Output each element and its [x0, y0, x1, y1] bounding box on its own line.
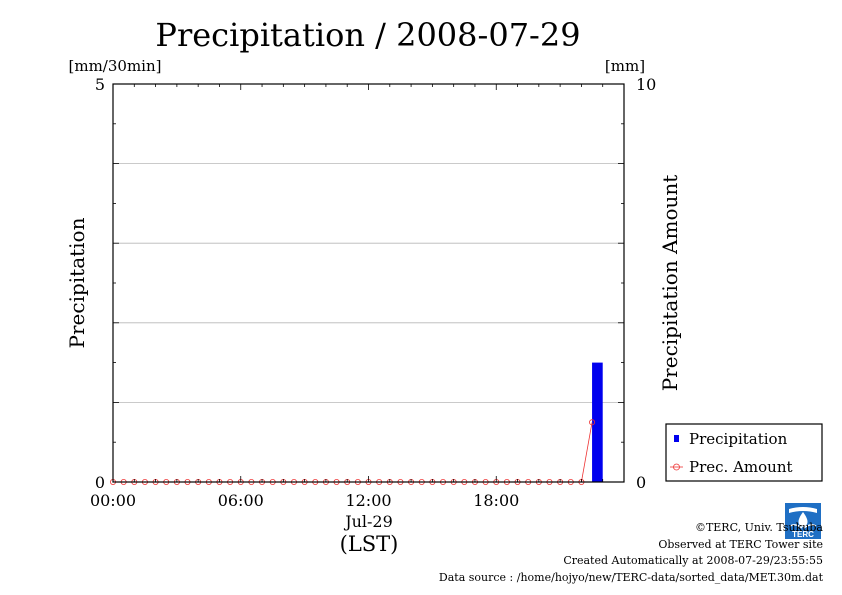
- legend-bar-swatch: [674, 435, 679, 442]
- y-tick-label-right: 0: [636, 473, 646, 492]
- footer-credits: ©TERC, Univ. Tsukuba Observed at TERC To…: [439, 520, 823, 586]
- x-tick-label: 12:00: [345, 491, 391, 510]
- x-tick-label: 06:00: [218, 491, 264, 510]
- precipitation-bars: [592, 362, 603, 482]
- grid-lines: [113, 163, 624, 403]
- x-axis-label: (LST): [340, 532, 399, 556]
- left-axis-unit: [mm/30min]: [69, 57, 162, 75]
- right-axis-label: Precipitation Amount: [658, 175, 682, 392]
- source-text: Data source : /home/hojyo/new/TERC-data/…: [438, 570, 823, 584]
- logo-text: TERC: [792, 530, 814, 539]
- x-tick-label: 18:00: [473, 491, 519, 510]
- plot-frame: [112, 83, 625, 483]
- created-text: Created Automatically at 2008-07-29/23:5…: [563, 554, 823, 567]
- left-axis-label: Precipitation: [65, 217, 89, 348]
- axis-ticks: 00:00 06:00 12:00 18:00 0 5 0 10: [90, 75, 656, 510]
- amount-line: [110, 419, 596, 485]
- precipitation-bar: [592, 362, 603, 482]
- y-tick-label-left: 0: [95, 473, 105, 492]
- terc-logo-icon: TERC: [785, 503, 821, 539]
- legend-label-amount: Prec. Amount: [689, 458, 793, 476]
- chart-title: Precipitation / 2008-07-29: [155, 16, 580, 54]
- legend-label-precipitation: Precipitation: [689, 430, 788, 448]
- x-tick-label: 00:00: [90, 491, 136, 510]
- legend-box: [665, 423, 823, 482]
- right-axis-unit: [mm]: [605, 57, 645, 75]
- y-tick-label-left: 5: [95, 75, 105, 94]
- y-tick-label-right: 10: [636, 75, 656, 94]
- observed-text: Observed at TERC Tower site: [658, 537, 823, 551]
- copyright-text: ©TERC, Univ. Tsukuba: [694, 521, 823, 534]
- date-label: Jul-29: [343, 512, 393, 531]
- legend-marker-swatch: [673, 463, 680, 471]
- amount-series-line: [113, 422, 593, 483]
- legend: Precipitation Prec. Amount: [665, 423, 823, 482]
- amount-point: [589, 419, 596, 426]
